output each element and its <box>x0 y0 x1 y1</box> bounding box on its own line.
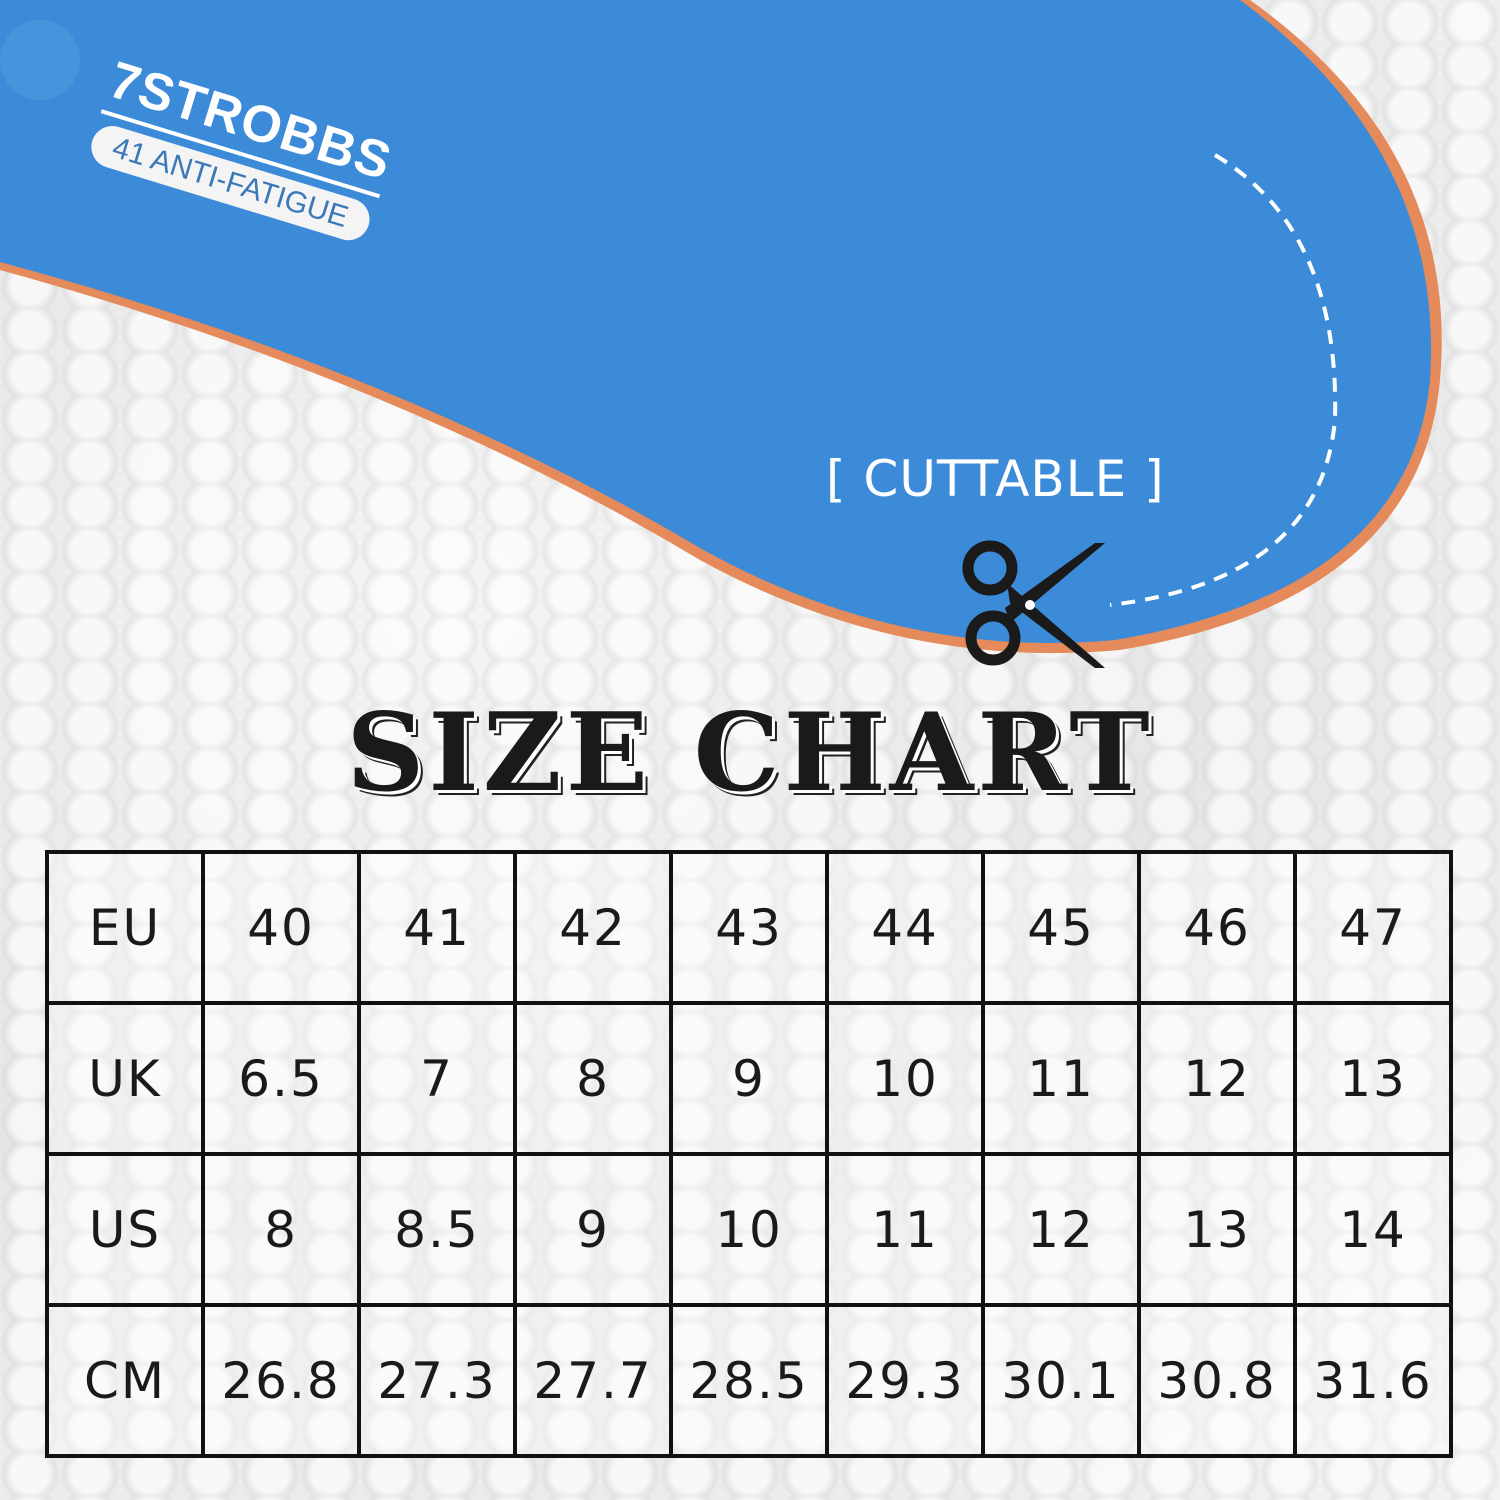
size-cell: 9 <box>513 1152 673 1307</box>
size-cell: 46 <box>1137 850 1297 1005</box>
row-label: US <box>45 1152 205 1307</box>
size-cell: 9 <box>669 1001 829 1156</box>
size-cell: 31.6 <box>1293 1303 1453 1458</box>
size-cell: 30.8 <box>1137 1303 1297 1458</box>
size-cell: 29.3 <box>825 1303 985 1458</box>
size-cell: 8 <box>201 1152 361 1307</box>
scissors-icon <box>962 540 1105 668</box>
row-label: CM <box>45 1303 205 1458</box>
size-cell: 10 <box>669 1152 829 1307</box>
size-cell: 7 <box>357 1001 517 1156</box>
size-chart-title: SIZE CHART <box>346 690 1154 816</box>
size-cell: 8.5 <box>357 1152 517 1307</box>
size-cell: 45 <box>981 850 1141 1005</box>
size-cell: 28.5 <box>669 1303 829 1458</box>
size-cell: 10 <box>825 1001 985 1156</box>
size-cell: 12 <box>981 1152 1141 1307</box>
size-table: EU 40 41 42 43 44 45 46 47 UK 6.5 7 8 9 10 11 12 13 US 8 8.5… <box>45 850 1453 1458</box>
size-cell: 40 <box>201 850 361 1005</box>
size-cell: 41 <box>357 850 517 1005</box>
size-cell: 30.1 <box>981 1303 1141 1458</box>
size-cell: 44 <box>825 850 985 1005</box>
size-cell: 11 <box>981 1001 1141 1156</box>
size-cell: 27.3 <box>357 1303 517 1458</box>
row-label: EU <box>45 850 205 1005</box>
size-cell: 12 <box>1137 1001 1297 1156</box>
size-cell: 13 <box>1293 1001 1453 1156</box>
insole-image <box>0 0 1442 654</box>
size-row-uk: UK 6.5 7 8 9 10 11 12 13 <box>45 1001 1453 1156</box>
size-cell: 27.7 <box>513 1303 673 1458</box>
size-cell: 42 <box>513 850 673 1005</box>
size-cell: 26.8 <box>201 1303 361 1458</box>
size-cell: 8 <box>513 1001 673 1156</box>
size-cell: 13 <box>1137 1152 1297 1307</box>
cuttable-label: [ CUTTABLE ] <box>826 450 1165 508</box>
size-cell: 6.5 <box>201 1001 361 1156</box>
size-row-us: US 8 8.5 9 10 11 12 13 14 <box>45 1152 1453 1307</box>
size-row-cm: CM 26.8 27.3 27.7 28.5 29.3 30.1 30.8 31.6 <box>45 1303 1453 1458</box>
size-cell: 47 <box>1293 850 1453 1005</box>
size-cell: 11 <box>825 1152 985 1307</box>
size-cell: 14 <box>1293 1152 1453 1307</box>
size-row-eu: EU 40 41 42 43 44 45 46 47 <box>45 850 1453 1005</box>
row-label: UK <box>45 1001 205 1156</box>
size-cell: 43 <box>669 850 829 1005</box>
